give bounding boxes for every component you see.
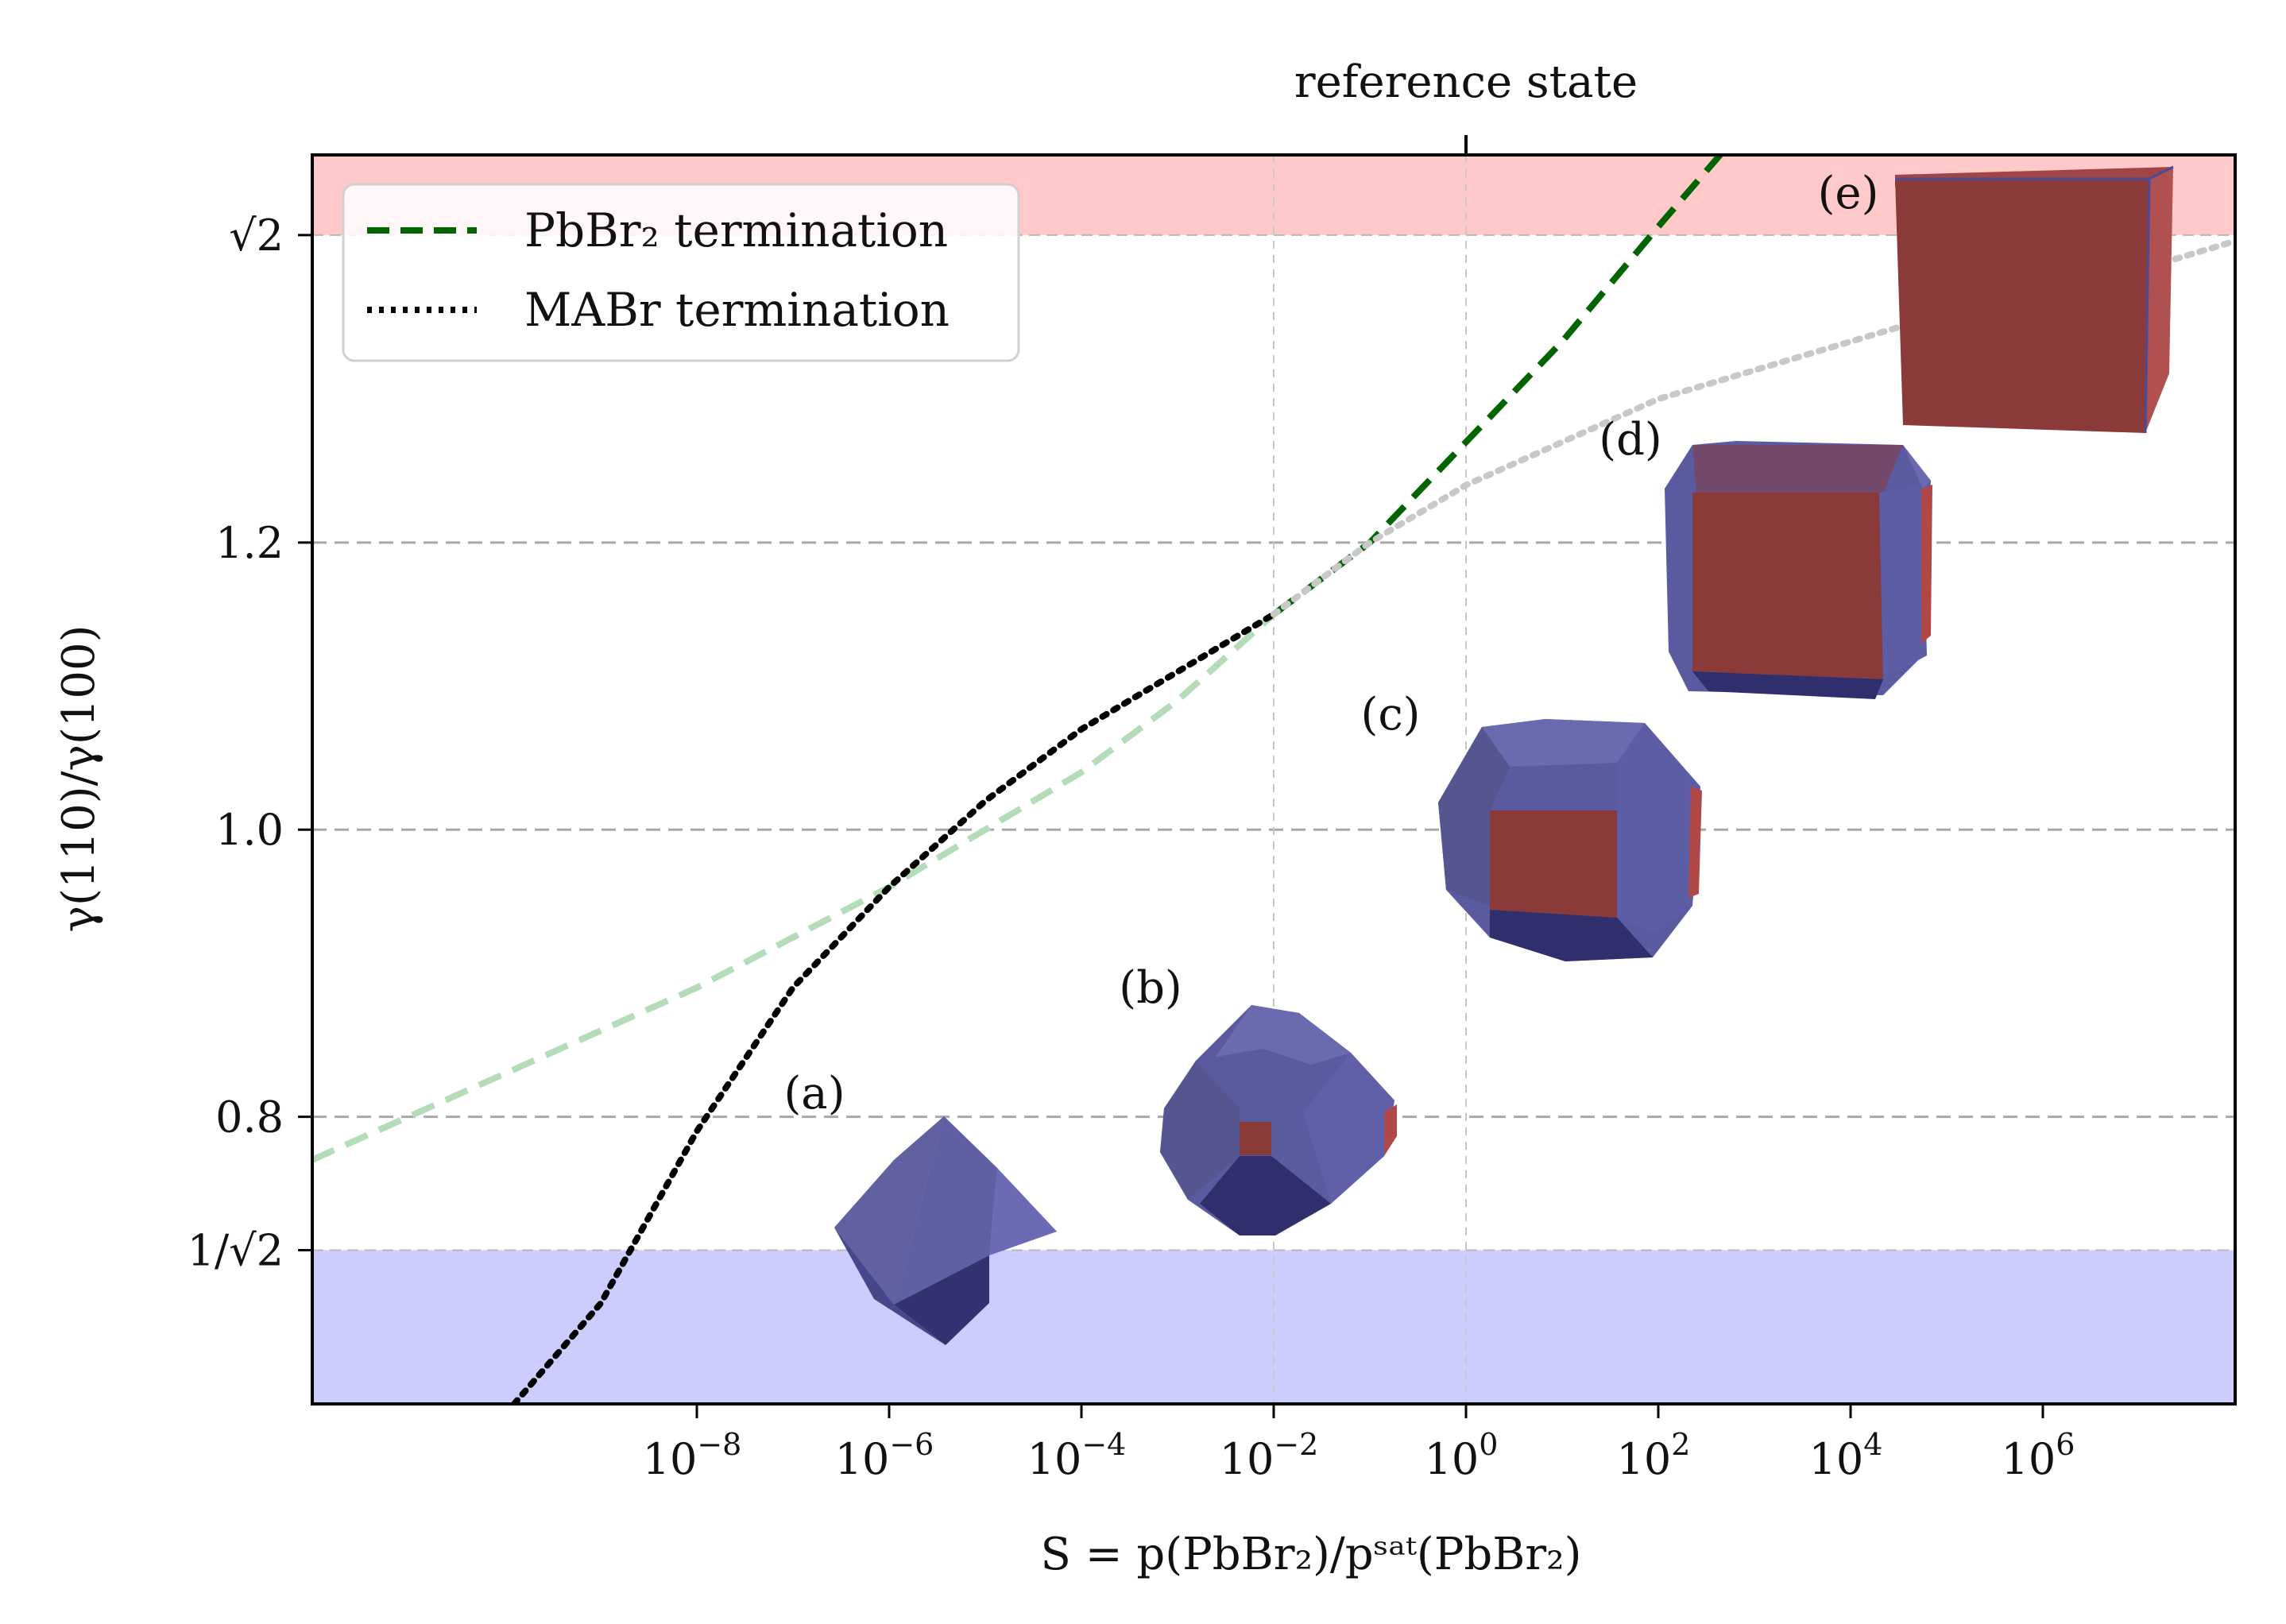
crystal-d-corner: [1903, 445, 1931, 489]
x-tick-label-exp: 0: [1479, 1427, 1498, 1462]
crystal-a-face-top: [834, 1116, 1057, 1305]
x-tick-label: 106: [2002, 1427, 2075, 1484]
x-tick-label-exp: 6: [2056, 1427, 2075, 1462]
series-line-2: [1271, 155, 1725, 617]
x-tick-label-base: 10: [2002, 1434, 2056, 1484]
x-tick-label-exp: −8: [697, 1427, 741, 1462]
crystal-d: [1665, 441, 1932, 699]
y-axis-label: γ(110)/γ(100): [53, 625, 105, 933]
crystal-e-face-right: [2145, 167, 2173, 433]
y-tick-label: √2: [229, 211, 284, 261]
x-tick-label-base: 10: [1425, 1434, 1480, 1484]
x-tick-label-base: 10: [835, 1434, 890, 1484]
crystal-d-face-100: [1692, 493, 1883, 679]
x-tick-label-base: 10: [1027, 1434, 1082, 1484]
crystal-b-face-right: [1303, 1053, 1394, 1204]
series-line-0: [312, 612, 1276, 1163]
crystal-a: [834, 1116, 1057, 1345]
crystal-c-face-100: [1490, 810, 1617, 918]
x-tick-label-base: 10: [1220, 1434, 1275, 1484]
x-tick-label-exp: −6: [889, 1427, 934, 1462]
legend-box: [342, 183, 1020, 362]
x-tick-label-exp: 2: [1671, 1427, 1690, 1462]
x-ticks: 10−8 10−6 10−4 10−2 100 102 104 106: [643, 1404, 2075, 1484]
y-tick-label: 1/√2: [188, 1225, 284, 1275]
y-tick-label: 0.8: [215, 1092, 284, 1143]
shape-label-b: (b): [1119, 962, 1182, 1014]
crystal-d-edge-100: [1921, 485, 1932, 644]
crystal-b-face-top: [1216, 1005, 1351, 1065]
shape-label-a: (a): [783, 1068, 845, 1119]
crystal-d-face-right: [1879, 485, 1927, 679]
y-tick-label: 1.2: [215, 518, 284, 568]
x-tick-label-exp: −2: [1274, 1427, 1318, 1462]
x-tick-label: 104: [1809, 1427, 1883, 1484]
crystal-d-face-top: [1692, 445, 1903, 493]
crystal-d-face-bottom: [1692, 671, 1883, 699]
x-tick-label-base: 10: [1809, 1434, 1864, 1484]
x-tick-label: 10−6: [835, 1427, 934, 1484]
shape-label-d: (d): [1599, 414, 1662, 466]
x-tick-label: 10−4: [1027, 1427, 1127, 1484]
legend-label-pbbr2: PbBr₂ termination: [524, 203, 948, 257]
crystal-a-face-bottom: [894, 1255, 989, 1345]
reference-state-label: reference state: [1294, 56, 1638, 108]
x-tick-label: 10−8: [643, 1427, 742, 1484]
crystal-c-edge-100: [1688, 787, 1702, 898]
crystal-c-face-left: [1438, 727, 1510, 906]
x-tick-label-exp: 4: [1863, 1427, 1882, 1462]
crystal-b-edge-100: [1384, 1104, 1397, 1156]
crystal-b: [1160, 1005, 1397, 1235]
crystal-e-face-front: [1895, 179, 2149, 433]
crystal-e: [1895, 165, 2174, 434]
y-ticks: 1/√2 0.8 1.0 1.2 √2: [188, 211, 312, 1275]
crystal-b-face-bottom: [1200, 1156, 1331, 1235]
x-tick-label-base: 10: [643, 1434, 698, 1484]
legend-label-mabr: MABr termination: [524, 283, 950, 337]
y-tick-label: 1.0: [215, 805, 284, 855]
x-tick-label-base: 10: [1617, 1434, 1672, 1484]
shape-label-c: (c): [1360, 689, 1420, 740]
series-line-1: [511, 611, 1277, 1404]
crystal-c-face-top: [1482, 719, 1645, 767]
shape-label-e: (e): [1818, 168, 1879, 219]
crystal-b-face-left: [1160, 1061, 1240, 1200]
x-axis-label: S = p(PbBr₂)/pˢᵃᵗ(PbBr₂): [1041, 1529, 1582, 1580]
x-tick-label: 100: [1425, 1427, 1499, 1484]
crystal-e-edge-vertical: [2144, 178, 2151, 434]
crystal-b-face-100: [1240, 1122, 1271, 1155]
crystal-a-face-side: [989, 1168, 1057, 1255]
x-tick-label: 102: [1617, 1427, 1691, 1484]
crystal-c: [1438, 719, 1702, 961]
legend: PbBr₂ termination MABr termination: [342, 183, 1020, 362]
crystal-c-face-right: [1617, 723, 1700, 934]
x-tick-label: 10−2: [1220, 1427, 1319, 1484]
x-tick-label-exp: −4: [1081, 1427, 1126, 1462]
crystal-c-face-bottom: [1490, 910, 1653, 961]
